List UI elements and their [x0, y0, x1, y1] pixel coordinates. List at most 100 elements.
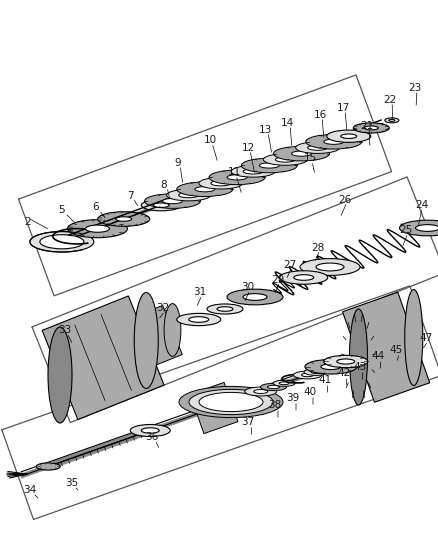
Text: 5: 5: [59, 205, 65, 215]
Text: 8: 8: [160, 180, 167, 190]
Text: 6: 6: [92, 202, 99, 212]
Text: 10: 10: [203, 135, 216, 145]
Text: 35: 35: [65, 478, 78, 488]
Ellipse shape: [226, 289, 283, 305]
Polygon shape: [42, 296, 164, 419]
Ellipse shape: [141, 428, 159, 433]
Ellipse shape: [293, 371, 321, 379]
Ellipse shape: [320, 364, 340, 369]
Ellipse shape: [253, 390, 267, 393]
Text: 12: 12: [241, 143, 254, 153]
Ellipse shape: [307, 145, 327, 150]
Ellipse shape: [48, 327, 72, 423]
Text: 45: 45: [389, 345, 402, 355]
Text: 21: 21: [360, 121, 373, 131]
Text: 23: 23: [407, 83, 420, 93]
Ellipse shape: [210, 181, 230, 186]
Ellipse shape: [241, 158, 297, 173]
Text: 26: 26: [338, 195, 351, 205]
Ellipse shape: [293, 274, 313, 280]
Ellipse shape: [315, 263, 343, 271]
Ellipse shape: [273, 147, 329, 161]
Text: 14: 14: [280, 118, 293, 128]
Ellipse shape: [272, 380, 294, 386]
Text: 9: 9: [174, 158, 181, 168]
Text: 44: 44: [371, 351, 384, 361]
Ellipse shape: [244, 387, 276, 396]
Text: 31: 31: [193, 287, 206, 297]
Ellipse shape: [198, 392, 262, 411]
Text: 42: 42: [337, 368, 350, 378]
Ellipse shape: [388, 119, 394, 122]
Ellipse shape: [323, 139, 343, 144]
Ellipse shape: [36, 463, 60, 470]
Ellipse shape: [299, 259, 359, 276]
Ellipse shape: [166, 189, 210, 201]
Ellipse shape: [30, 231, 94, 252]
Ellipse shape: [399, 220, 438, 236]
Text: 27: 27: [283, 260, 296, 270]
Ellipse shape: [301, 373, 313, 377]
Ellipse shape: [353, 123, 389, 133]
Ellipse shape: [177, 182, 232, 197]
Text: 30: 30: [241, 282, 254, 292]
Text: 2: 2: [25, 217, 31, 227]
Text: 25: 25: [399, 225, 412, 235]
Ellipse shape: [384, 118, 398, 123]
Ellipse shape: [340, 134, 356, 139]
Ellipse shape: [144, 194, 200, 208]
Text: 11: 11: [227, 167, 240, 177]
Ellipse shape: [349, 309, 367, 405]
Ellipse shape: [85, 225, 109, 232]
Ellipse shape: [336, 359, 354, 364]
Ellipse shape: [323, 356, 367, 368]
Ellipse shape: [259, 163, 279, 168]
Ellipse shape: [98, 212, 149, 227]
Ellipse shape: [263, 154, 307, 165]
Ellipse shape: [267, 385, 279, 389]
Ellipse shape: [295, 142, 339, 154]
Ellipse shape: [40, 235, 84, 249]
Ellipse shape: [243, 294, 266, 301]
Ellipse shape: [243, 169, 262, 174]
Text: 40: 40: [303, 387, 316, 397]
Text: 47: 47: [418, 333, 431, 343]
Ellipse shape: [260, 383, 286, 391]
Text: 7: 7: [127, 191, 133, 201]
Text: 13: 13: [258, 125, 271, 135]
Polygon shape: [136, 305, 182, 365]
Text: 29: 29: [271, 275, 284, 285]
Polygon shape: [190, 382, 237, 434]
Text: 38: 38: [268, 400, 281, 410]
Ellipse shape: [226, 175, 247, 180]
Ellipse shape: [67, 220, 127, 238]
Ellipse shape: [364, 126, 378, 130]
Ellipse shape: [207, 304, 243, 314]
Ellipse shape: [189, 390, 272, 415]
Ellipse shape: [134, 293, 158, 389]
Ellipse shape: [310, 370, 320, 374]
Text: 39: 39: [286, 393, 299, 403]
Ellipse shape: [304, 359, 356, 374]
Ellipse shape: [279, 382, 289, 385]
Ellipse shape: [230, 166, 275, 177]
Ellipse shape: [275, 157, 295, 162]
Ellipse shape: [194, 187, 214, 192]
Text: 33: 33: [58, 325, 71, 335]
Ellipse shape: [208, 170, 265, 184]
Ellipse shape: [198, 177, 242, 189]
Polygon shape: [342, 292, 429, 402]
Ellipse shape: [414, 224, 438, 231]
Ellipse shape: [162, 198, 182, 204]
Ellipse shape: [291, 151, 311, 156]
Ellipse shape: [116, 217, 131, 221]
Text: 24: 24: [414, 200, 427, 210]
Text: 37: 37: [241, 417, 254, 427]
Text: 32: 32: [156, 303, 169, 313]
Text: 28: 28: [311, 243, 324, 253]
Ellipse shape: [279, 271, 327, 284]
Ellipse shape: [130, 424, 170, 437]
Text: 15: 15: [303, 153, 316, 163]
Text: 22: 22: [382, 95, 396, 105]
Text: 36: 36: [145, 432, 158, 442]
